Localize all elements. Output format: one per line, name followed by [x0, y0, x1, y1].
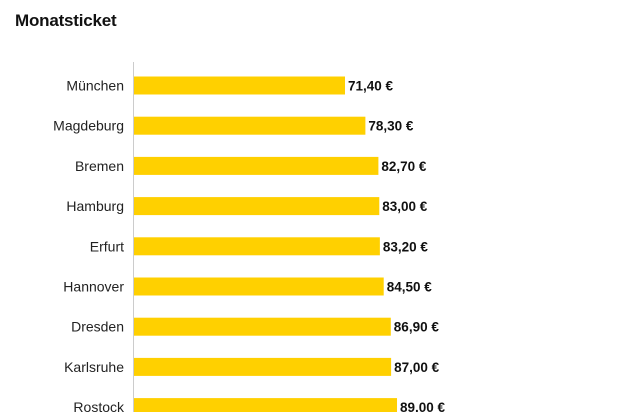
bar — [134, 277, 384, 296]
bar — [134, 156, 379, 175]
value-label: 82,70 € — [381, 159, 427, 174]
category-label: Hamburg — [66, 198, 124, 214]
category-label: Dresden — [71, 319, 124, 335]
category-label: München — [66, 78, 124, 94]
value-label: 84,50 € — [387, 280, 433, 295]
bar — [134, 76, 345, 95]
category-label: Bremen — [75, 158, 124, 174]
bar — [134, 317, 391, 336]
category-label: Erfurt — [90, 238, 124, 254]
value-label: 89,00 € — [400, 400, 446, 412]
bar — [134, 398, 398, 412]
value-label: 83,00 € — [382, 199, 428, 214]
category-label: Magdeburg — [53, 118, 124, 134]
category-label: Karlsruhe — [64, 359, 124, 375]
value-label: 71,40 € — [348, 79, 394, 94]
bar — [134, 116, 366, 135]
value-label: 83,20 € — [383, 239, 429, 254]
category-label: Rostock — [73, 399, 125, 412]
bar — [134, 237, 380, 256]
value-label: 86,90 € — [394, 320, 440, 335]
chart-title: Monatsticket — [15, 11, 117, 30]
bar — [134, 197, 380, 216]
value-label: 78,30 € — [368, 119, 414, 134]
value-label: 87,00 € — [394, 360, 440, 375]
bar — [134, 357, 392, 376]
category-label: Hannover — [63, 279, 124, 295]
